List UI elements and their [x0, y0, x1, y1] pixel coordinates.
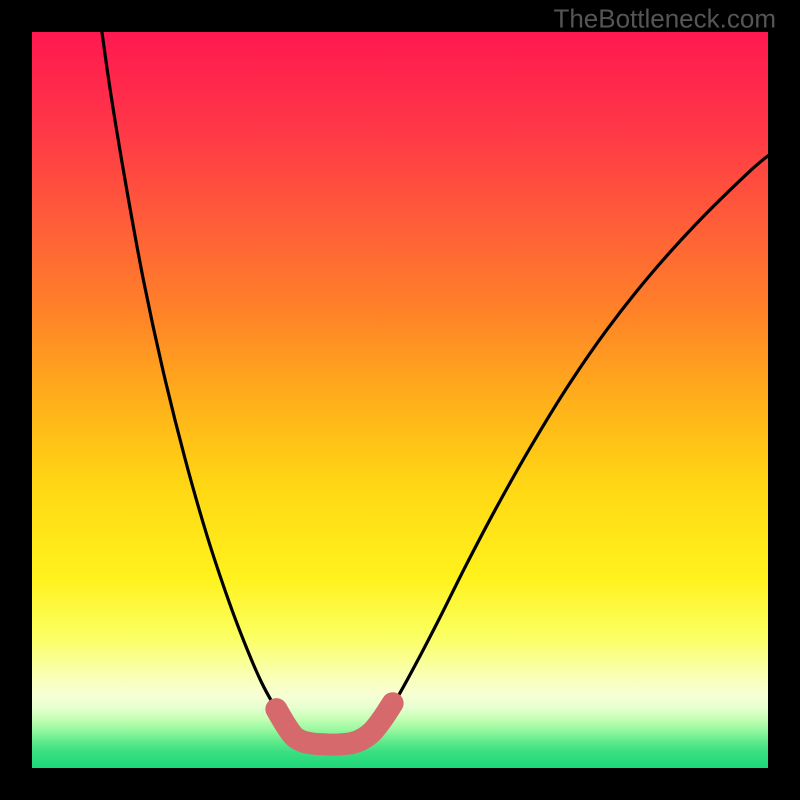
- gradient-background: [32, 32, 768, 768]
- chart-root: TheBottleneck.com: [0, 0, 800, 800]
- watermark-text: TheBottleneck.com: [553, 3, 776, 33]
- chart-svg: TheBottleneck.com: [0, 0, 800, 800]
